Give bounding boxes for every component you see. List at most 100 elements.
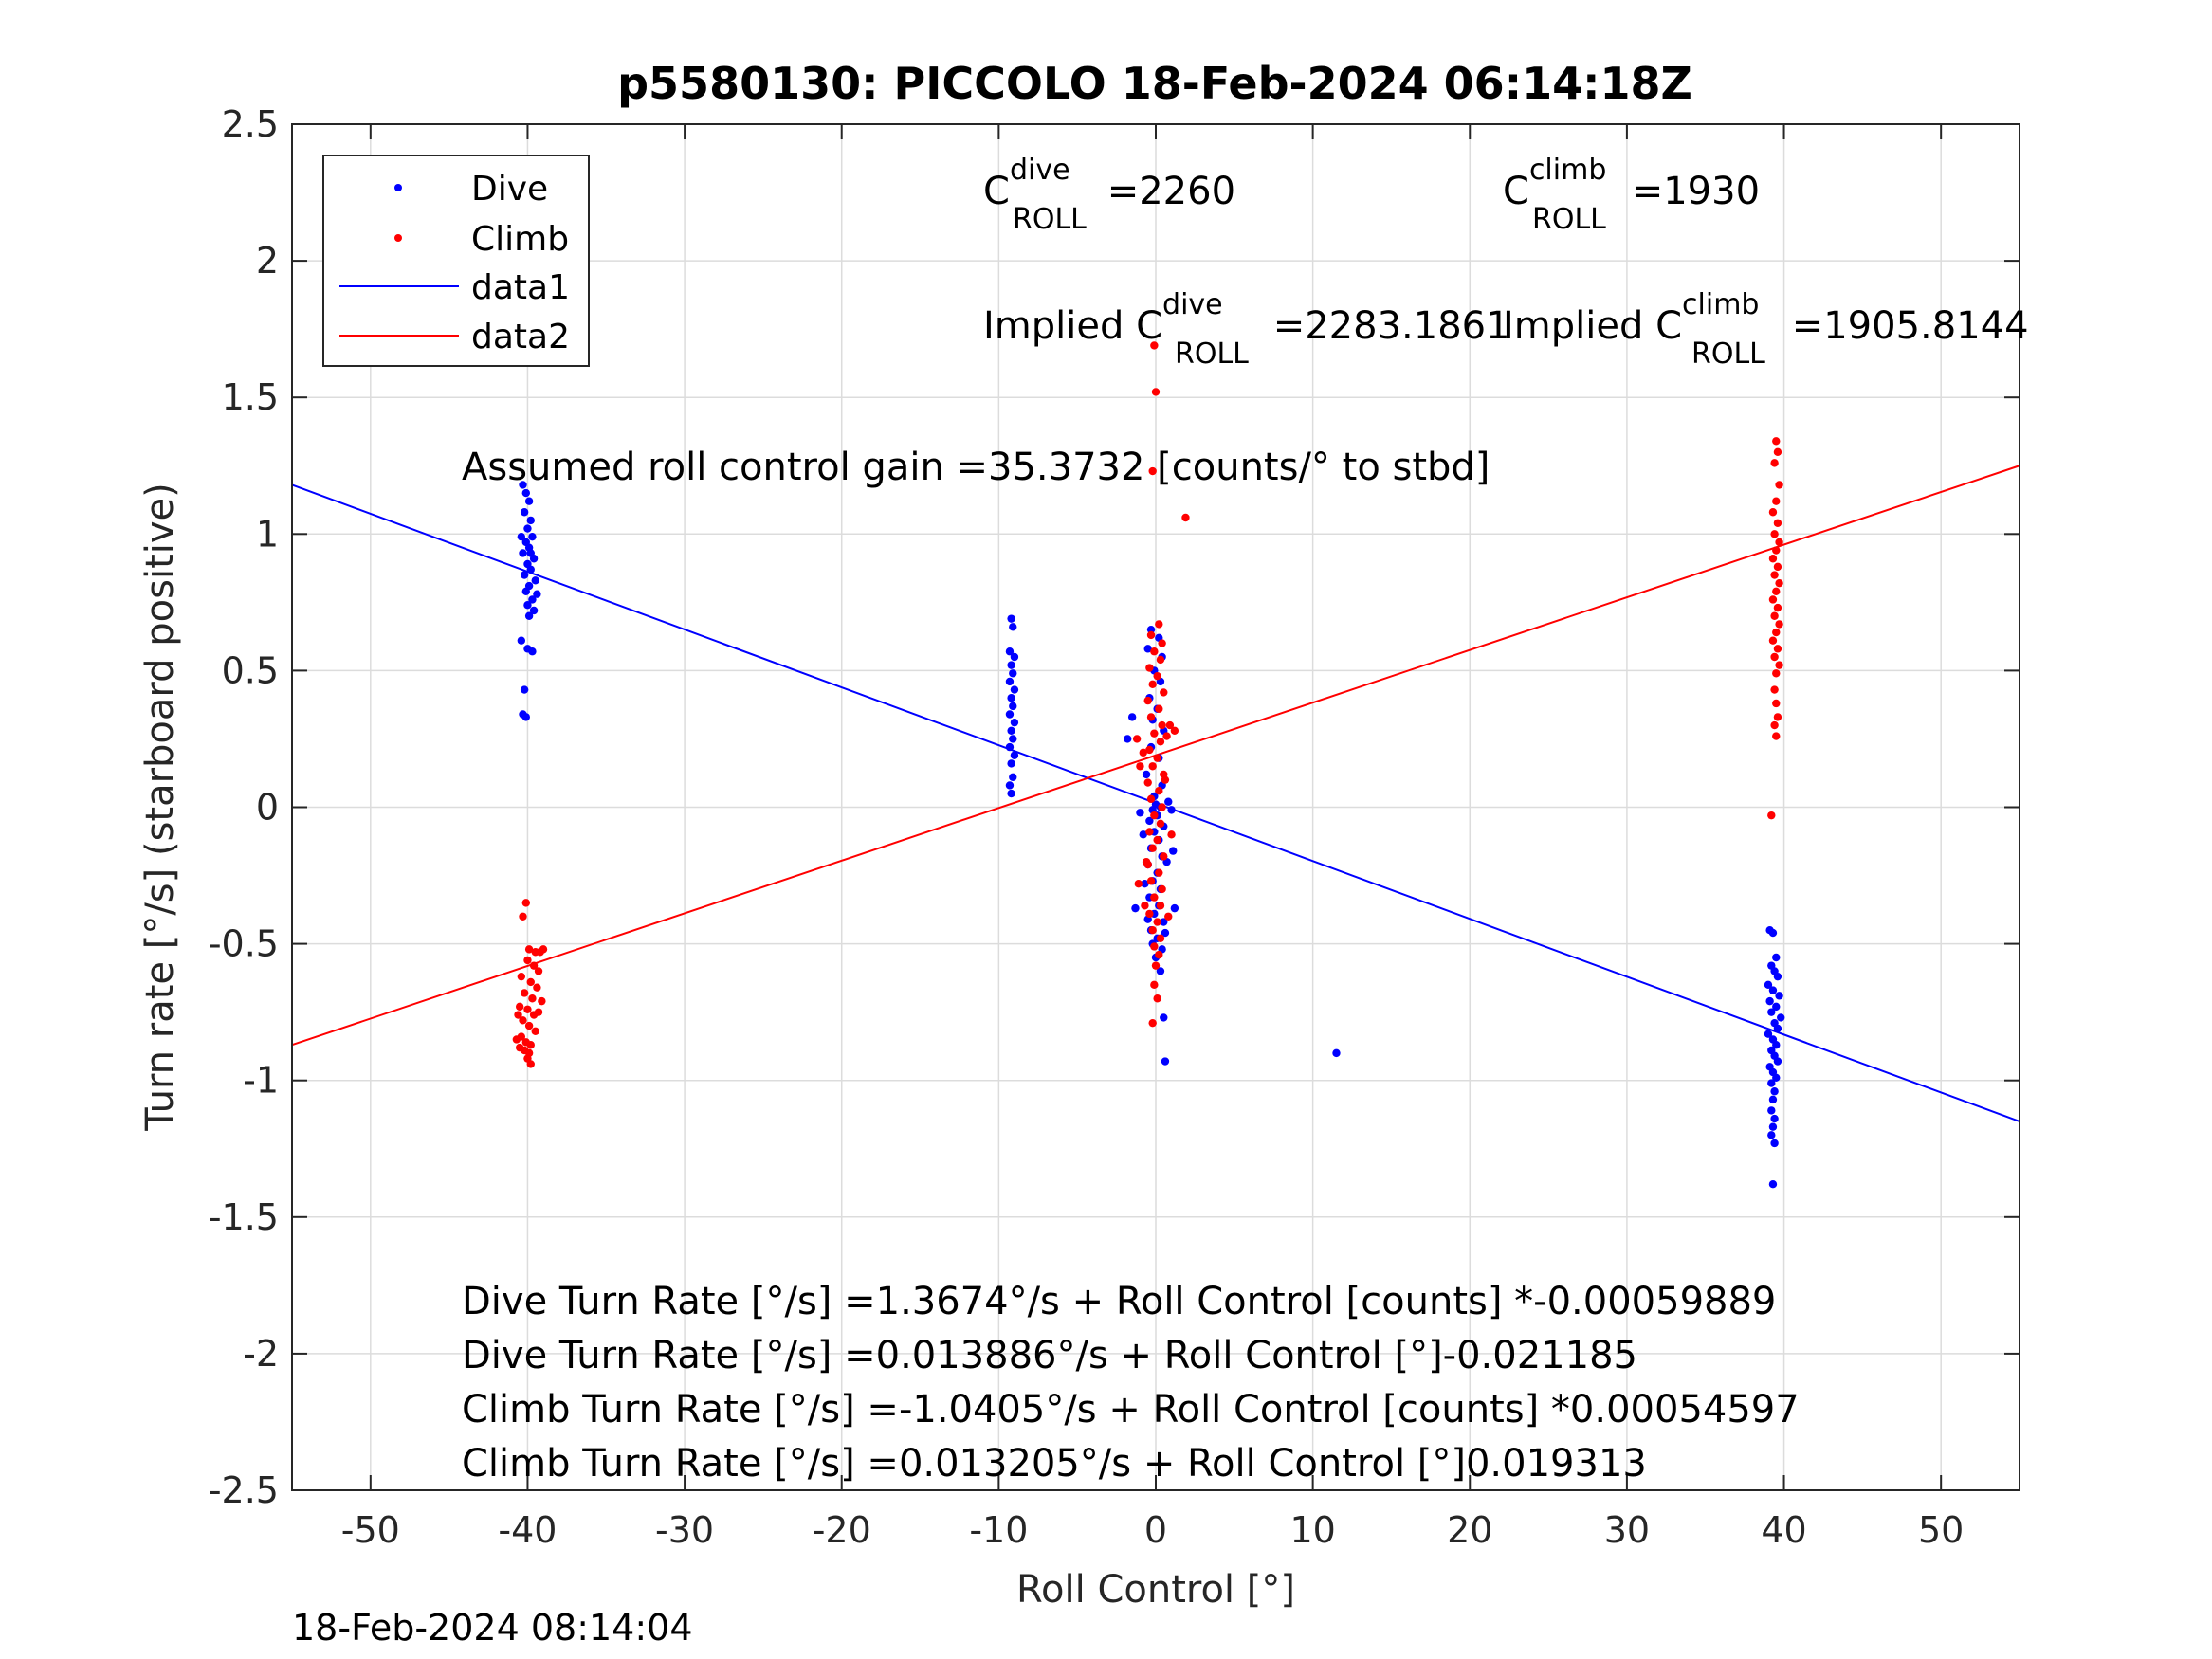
dive-point	[1007, 661, 1015, 669]
climb-point	[1160, 852, 1168, 861]
climb-point	[1146, 794, 1156, 804]
dive-point	[1768, 928, 1778, 938]
x-tick-label: 0	[1144, 1509, 1167, 1551]
c-dive-post: =2260	[1095, 170, 1235, 213]
legend: Dive Climb data1 data2	[322, 155, 590, 367]
climb-point	[1150, 341, 1159, 350]
climb-point	[1143, 778, 1152, 787]
climb-point	[1772, 546, 1781, 555]
y-tick-label: -2.5	[209, 1469, 279, 1511]
dive-point	[1010, 751, 1019, 759]
climb-point	[1146, 877, 1156, 885]
dive-point	[1142, 770, 1151, 779]
chart-title: p5580130: PICCOLO 18-Feb-2024 06:14:18Z	[617, 58, 1692, 109]
dive-point	[1009, 702, 1017, 711]
dive-point	[529, 606, 539, 615]
climb-point	[512, 1035, 521, 1044]
climb-point	[1155, 787, 1163, 795]
y-tick-labels: 2.5 2 1.5 1 0.5 0 -0.5 -1 -1.5 -2 -2.5	[209, 103, 279, 1511]
dive-point	[1160, 918, 1168, 926]
climb-point	[1162, 732, 1171, 740]
dive-point	[1773, 1024, 1782, 1033]
dive-point	[528, 647, 537, 656]
dive-point	[1005, 710, 1015, 719]
climb-point	[1151, 388, 1161, 396]
dive-point	[517, 532, 526, 541]
climb-point	[1775, 661, 1783, 669]
c-climb-sub: ROLL	[1532, 203, 1606, 236]
climb-point	[1145, 664, 1154, 672]
climb-point	[1767, 811, 1776, 820]
legend-data2-label: data2	[471, 318, 570, 356]
dive-point	[1156, 967, 1165, 975]
dive-point	[1764, 980, 1773, 990]
implied-climb-annotation: Implied Cclimb ROLL =1905.8144	[1503, 288, 2029, 371]
equation-dive-degrees: Dive Turn Rate [°/s] =0.013886°/s + Roll…	[462, 1334, 1637, 1377]
dive-point	[1772, 1041, 1781, 1049]
climb-point	[1153, 918, 1161, 926]
climb-point	[526, 977, 535, 987]
climb-point	[1775, 620, 1783, 629]
climb-point	[523, 1005, 532, 1013]
climb-point	[1145, 828, 1154, 836]
legend-box	[322, 155, 590, 367]
implied-climb-post: =1905.8144	[1780, 304, 2029, 348]
climb-point	[534, 1008, 543, 1016]
dive-point	[1141, 879, 1149, 888]
dive-point	[523, 601, 532, 610]
c-climb-annotation: Cclimb ROLL =1930	[1503, 154, 1760, 236]
implied-dive-sup: dive	[1162, 288, 1223, 321]
dive-point	[523, 524, 532, 533]
dive-point	[1773, 1057, 1782, 1066]
dive-point	[524, 611, 534, 620]
y-tick-label: 0.5	[222, 649, 279, 691]
dive-point	[1775, 992, 1783, 1000]
climb-point	[1775, 538, 1783, 547]
dive-point	[1146, 625, 1156, 634]
climb-point	[1146, 713, 1156, 721]
climb-point	[523, 956, 532, 965]
climb-point	[524, 1021, 534, 1030]
y-tick-label: 1.5	[222, 376, 279, 418]
dive-point	[1768, 1122, 1778, 1131]
dive-point	[528, 532, 537, 541]
climb-point	[1770, 459, 1779, 467]
dive-point	[1772, 1073, 1781, 1083]
dive-point	[1009, 735, 1017, 743]
dive-point	[1127, 713, 1137, 721]
climb-point	[517, 972, 526, 981]
climb-point	[1165, 720, 1175, 730]
dive-point	[1777, 1013, 1785, 1022]
climb-point	[1768, 508, 1778, 517]
c-dive-sup: dive	[1010, 154, 1070, 187]
dive-point	[1009, 669, 1017, 678]
climb-point	[1770, 571, 1779, 579]
c-climb-pre: C	[1503, 170, 1529, 213]
climb-point	[533, 983, 541, 992]
c-climb-sup: climb	[1529, 154, 1606, 187]
dive-point	[1143, 645, 1152, 653]
climb-point	[1770, 611, 1779, 620]
climb-point	[526, 1060, 535, 1068]
x-tick-label: -20	[813, 1509, 871, 1551]
dive-point	[1332, 1048, 1341, 1058]
climb-point	[1150, 942, 1159, 951]
climb-point	[526, 1041, 535, 1049]
dive-point	[524, 497, 534, 505]
climb-point	[519, 1016, 527, 1025]
y-tick-label: 1	[256, 513, 279, 555]
x-tick-label: 50	[1918, 1509, 1964, 1551]
climb-point	[1155, 868, 1163, 877]
climb-point	[1148, 680, 1157, 689]
dive-point	[526, 565, 535, 574]
x-tick-label: 20	[1447, 1509, 1492, 1551]
dive-point	[1007, 789, 1015, 798]
dive-point	[1123, 735, 1132, 743]
climb-point	[1150, 729, 1159, 738]
equation-climb-degrees: Climb Turn Rate [°/s] =0.013205°/s + Rol…	[462, 1442, 1647, 1486]
dive-point	[520, 508, 529, 517]
dive-point	[526, 516, 535, 525]
climb-point	[524, 945, 534, 954]
y-axis-label: Turn rate [°/s] (starboard positive)	[138, 483, 182, 1132]
implied-dive-sub: ROLL	[1175, 337, 1249, 371]
